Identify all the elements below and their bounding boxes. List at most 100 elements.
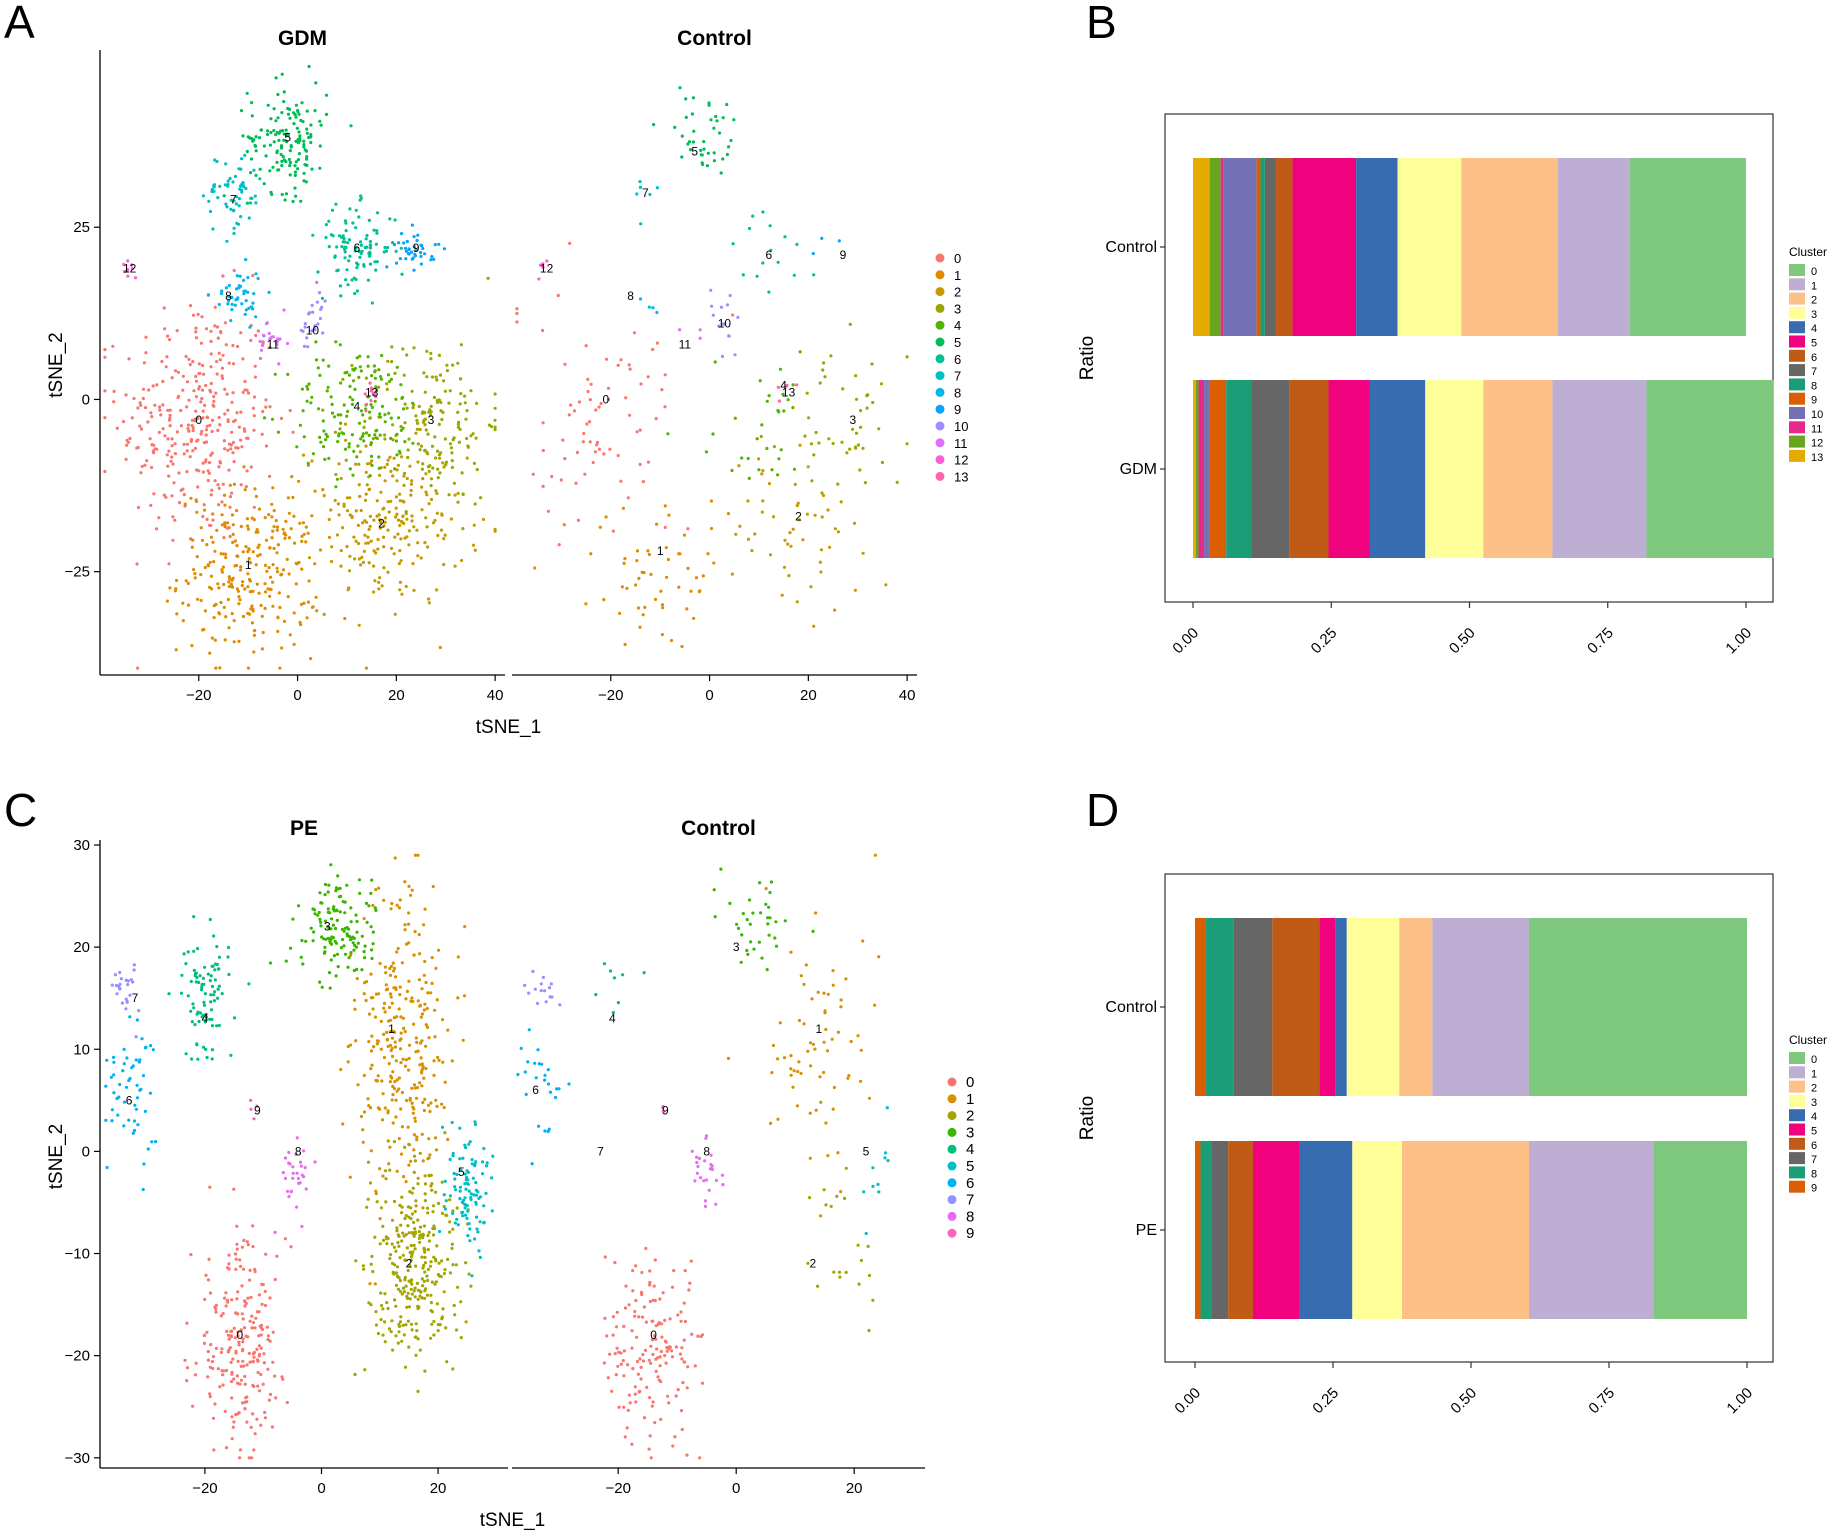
point-cluster-6: [359, 194, 363, 198]
y-tick-label: 0: [82, 1143, 90, 1160]
point-cluster-7: [113, 973, 117, 977]
point-cluster-3: [339, 946, 343, 950]
point-cluster-0: [649, 1361, 653, 1365]
point-cluster-2: [353, 1372, 357, 1377]
point-cluster-0: [112, 400, 116, 404]
point-cluster-4: [733, 416, 737, 420]
legend-label-8: 8: [966, 1208, 974, 1225]
point-cluster-0: [260, 432, 264, 436]
point-cluster-1: [435, 1104, 439, 1108]
point-cluster-3: [880, 460, 885, 465]
point-cluster-8: [220, 289, 224, 293]
point-cluster-4: [356, 444, 360, 448]
point-cluster-0: [266, 1367, 270, 1371]
point-cluster-5: [313, 109, 317, 113]
point-cluster-0: [166, 408, 170, 412]
point-cluster-3: [365, 483, 369, 487]
point-cluster-1: [414, 1096, 419, 1100]
point-cluster-11: [277, 362, 281, 366]
point-cluster-2: [430, 1182, 434, 1186]
point-cluster-0: [246, 1243, 250, 1247]
point-cluster-0: [182, 493, 186, 497]
point-cluster-4: [216, 996, 220, 1000]
point-cluster-1: [227, 626, 231, 630]
point-cluster-2: [403, 1365, 408, 1369]
point-cluster-0: [261, 1283, 265, 1287]
point-cluster-1: [393, 856, 397, 860]
point-cluster-1: [238, 568, 243, 572]
point-cluster-0: [149, 411, 153, 415]
point-cluster-1: [814, 1108, 818, 1112]
point-cluster-2: [431, 1204, 436, 1208]
legend-label-6: 6: [954, 352, 961, 367]
point-cluster-0: [588, 420, 592, 424]
point-cluster-5: [298, 134, 302, 138]
point-cluster-0: [673, 1435, 677, 1439]
point-cluster-6: [135, 1083, 139, 1087]
point-cluster-2: [443, 1268, 447, 1272]
point-cluster-2: [304, 525, 308, 529]
point-cluster-0: [243, 1407, 247, 1411]
point-cluster-0: [593, 450, 598, 454]
point-cluster-0: [136, 445, 140, 450]
point-cluster-1: [424, 1066, 428, 1071]
point-cluster-5: [301, 120, 305, 124]
point-cluster-0: [136, 666, 140, 670]
point-cluster-0: [254, 1316, 258, 1320]
point-cluster-7: [547, 986, 552, 990]
cluster-label-6: 6: [532, 1083, 539, 1097]
point-cluster-6: [400, 272, 404, 276]
point-cluster-0: [241, 1340, 245, 1344]
point-cluster-1: [646, 549, 650, 553]
point-cluster-2: [422, 1279, 426, 1283]
point-cluster-5: [475, 1215, 479, 1219]
point-cluster-5: [692, 129, 696, 133]
point-cluster-0: [223, 321, 227, 325]
point-cluster-0: [641, 480, 646, 484]
point-cluster-0: [150, 415, 154, 419]
point-cluster-1: [636, 606, 641, 610]
point-cluster-4: [321, 358, 325, 362]
point-cluster-3: [321, 408, 325, 412]
point-cluster-1: [214, 602, 218, 607]
point-cluster-3: [340, 927, 344, 931]
legend-key-6: [947, 1178, 957, 1188]
point-cluster-3: [323, 882, 328, 887]
point-cluster-0: [205, 517, 209, 522]
point-cluster-0: [249, 465, 253, 469]
point-cluster-0: [616, 453, 620, 458]
point-cluster-0: [641, 1359, 646, 1363]
point-cluster-1: [426, 991, 430, 995]
point-cluster-3: [764, 902, 768, 906]
point-cluster-4: [337, 432, 341, 436]
point-cluster-5: [484, 1191, 488, 1195]
point-cluster-2: [451, 1227, 455, 1231]
point-cluster-3: [341, 377, 345, 381]
point-cluster-1: [369, 1049, 373, 1053]
point-cluster-2: [347, 569, 352, 573]
point-cluster-7: [635, 192, 639, 196]
point-cluster-3: [419, 444, 424, 448]
point-cluster-5: [463, 1213, 467, 1217]
point-cluster-4: [378, 433, 382, 437]
point-cluster-2: [397, 1244, 401, 1248]
point-cluster-2: [374, 1310, 378, 1314]
point-cluster-1: [421, 1100, 425, 1105]
point-cluster-13: [364, 409, 368, 413]
point-cluster-0: [217, 465, 221, 469]
point-cluster-3: [390, 345, 394, 349]
point-cluster-0: [676, 1388, 680, 1392]
point-cluster-6: [344, 278, 348, 282]
point-cluster-0: [200, 315, 204, 319]
point-cluster-5: [305, 131, 309, 135]
point-cluster-2: [362, 1267, 366, 1271]
point-cluster-2: [398, 588, 402, 592]
point-cluster-1: [813, 1047, 817, 1051]
point-cluster-2: [421, 1284, 425, 1288]
point-cluster-9: [413, 254, 417, 258]
point-cluster-0: [194, 374, 198, 378]
point-cluster-1: [362, 1110, 367, 1114]
point-cluster-1: [277, 591, 281, 595]
point-cluster-2: [359, 563, 363, 567]
point-cluster-9: [421, 246, 425, 251]
